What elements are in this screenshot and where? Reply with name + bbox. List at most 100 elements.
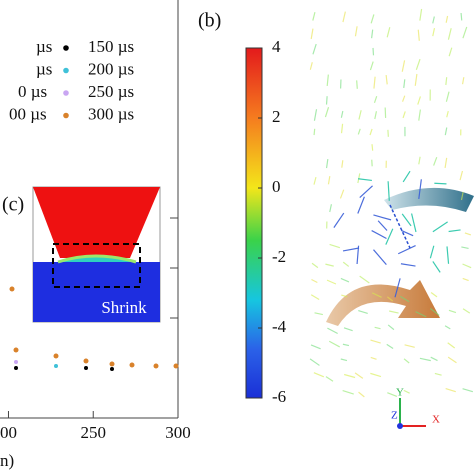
vector	[401, 60, 406, 72]
flow-arrow	[326, 280, 440, 326]
vector	[464, 232, 472, 236]
inset-text: Shrink	[101, 298, 147, 317]
colorbar-tick-label: 4	[272, 37, 281, 56]
vector	[313, 372, 325, 378]
vector	[445, 15, 449, 23]
axis-triad: Y X Z	[391, 387, 440, 429]
legend-label: 0 µs	[18, 82, 47, 101]
vector	[309, 62, 313, 70]
vector	[313, 176, 317, 185]
vector	[357, 128, 361, 135]
point	[14, 366, 18, 370]
point	[153, 363, 159, 369]
vector	[325, 263, 334, 267]
triad-label: Z	[391, 410, 398, 422]
vector	[385, 75, 388, 85]
vector	[328, 340, 341, 348]
vector	[358, 110, 362, 120]
colorbar-tick-label: -2	[272, 247, 286, 266]
vector	[462, 263, 472, 269]
vector	[326, 279, 337, 285]
point	[84, 366, 88, 370]
point	[173, 363, 179, 369]
legend-label: 00 µs	[9, 104, 47, 123]
vector	[434, 182, 447, 185]
vector	[386, 343, 394, 350]
vector	[403, 389, 410, 394]
vector	[343, 327, 353, 332]
vector	[359, 275, 370, 284]
vector	[377, 220, 388, 231]
point	[83, 358, 89, 364]
vector	[410, 213, 417, 233]
vector	[387, 181, 390, 201]
vector	[403, 358, 410, 364]
vector	[397, 245, 416, 255]
vector	[358, 310, 368, 315]
legend-label: 150 µs	[88, 37, 134, 56]
vector	[371, 144, 374, 151]
path-line	[389, 204, 411, 249]
vector	[432, 16, 435, 24]
vector	[371, 29, 374, 39]
vector	[310, 28, 314, 40]
vector	[329, 204, 333, 213]
vector	[312, 12, 316, 21]
vector	[325, 158, 329, 169]
vector	[314, 312, 323, 316]
vector	[415, 311, 427, 318]
vector	[386, 27, 391, 38]
vector	[354, 26, 358, 37]
vector	[448, 309, 457, 314]
legend-label: 200 µs	[88, 59, 134, 78]
vector	[433, 156, 438, 166]
legend-label: 300 µs	[88, 104, 134, 123]
point	[109, 361, 115, 367]
legend-label: µs	[36, 59, 52, 78]
vector	[373, 76, 376, 89]
vector	[460, 12, 463, 21]
vector	[340, 277, 350, 283]
vector	[448, 47, 453, 57]
legend-label: 250 µs	[88, 82, 134, 101]
vector	[310, 294, 320, 300]
x-tick-label: 00	[0, 423, 17, 442]
vector	[434, 372, 442, 376]
vector	[432, 261, 441, 273]
vector	[373, 214, 392, 221]
x-tick-label: 300	[165, 423, 191, 442]
vector	[325, 376, 334, 382]
vector	[418, 179, 422, 199]
vector	[462, 308, 471, 314]
vector	[333, 212, 345, 228]
vector	[340, 358, 348, 362]
legend-marker	[63, 90, 69, 96]
vector	[418, 109, 421, 121]
vector	[432, 28, 436, 37]
flow-arrow	[384, 187, 474, 212]
vector	[400, 229, 414, 237]
panel-label: (c)	[2, 194, 24, 216]
vector	[448, 229, 461, 233]
vector	[429, 245, 435, 259]
vector	[417, 29, 420, 41]
vector	[309, 358, 320, 366]
colorbar-tick-label: -4	[272, 317, 287, 336]
vector	[312, 43, 317, 55]
scatter-panel: Shrink (c) n)	[0, 0, 179, 470]
legend-label: µs	[36, 37, 52, 56]
vector	[342, 343, 350, 347]
vector	[373, 249, 387, 266]
inset: Shrink	[32, 186, 161, 323]
vector	[371, 230, 387, 240]
vector	[445, 91, 450, 102]
vector	[400, 263, 416, 267]
vector	[311, 278, 318, 284]
vector	[402, 170, 411, 183]
vector	[340, 123, 344, 134]
panel-label: (b)	[198, 10, 221, 32]
vector	[399, 295, 410, 303]
vector	[461, 246, 469, 250]
vector	[404, 344, 415, 348]
vector	[461, 77, 465, 85]
